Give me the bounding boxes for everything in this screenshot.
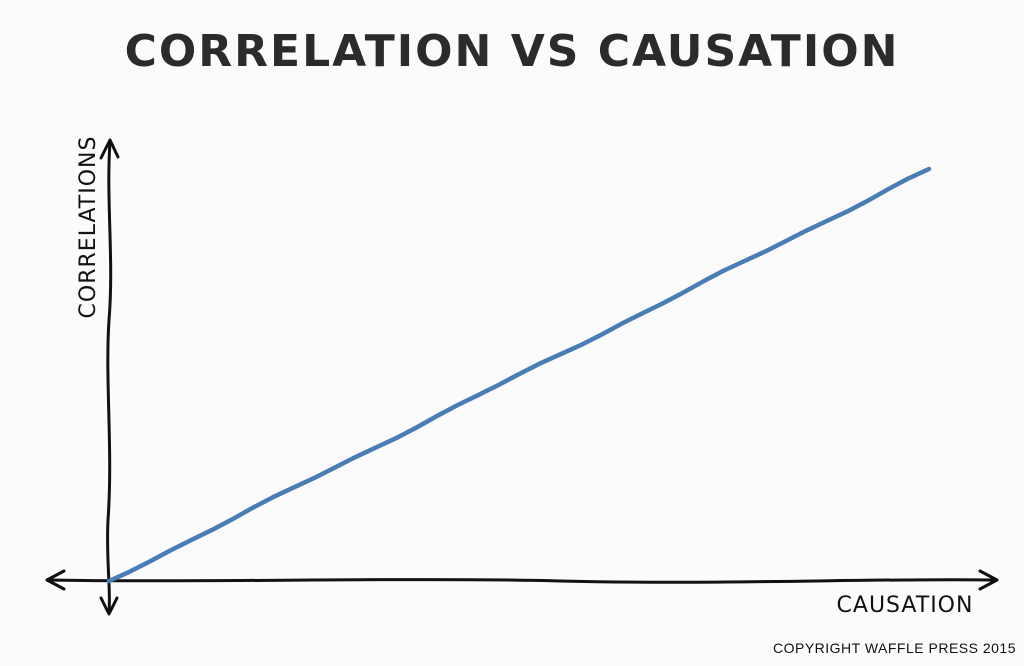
x-axis-arrow-right [978,569,999,591]
y-axis-arrow-up [99,138,120,160]
series-layer [106,166,932,584]
y-axis-line [106,140,113,614]
series-line-0 [106,166,932,584]
x-axis-line [46,578,998,584]
chart-title: CORRELATION VS CAUSATION [125,26,900,77]
y-axis-label: CORRELATIONS [76,136,101,319]
copyright-text: COPYRIGHT WAFFLE PRESS 2015 [772,640,1016,656]
x-axis-arrow-left [45,569,66,591]
x-axis-label: CAUSATION [837,593,974,618]
y-axis-arrow-down [99,596,119,616]
